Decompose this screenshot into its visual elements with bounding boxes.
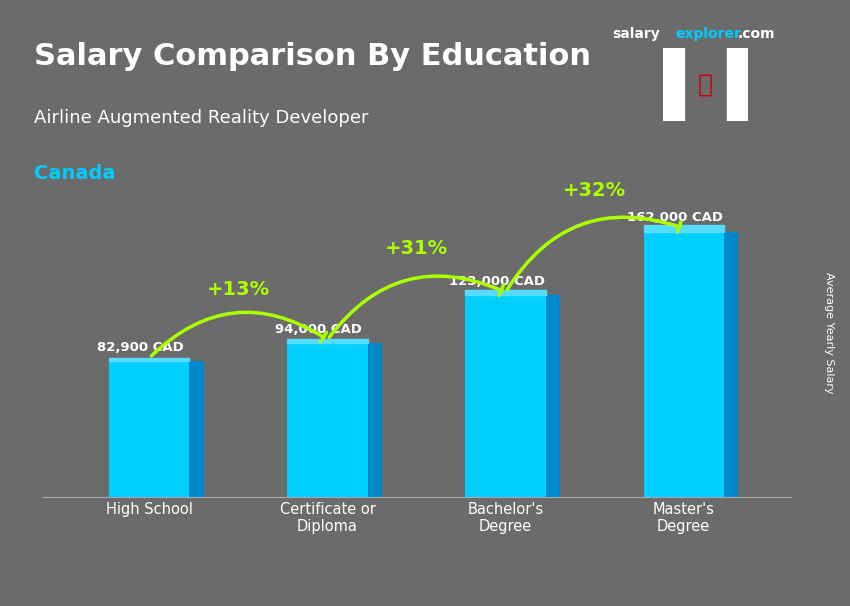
Text: +32%: +32% xyxy=(563,181,626,201)
Text: Airline Augmented Reality Developer: Airline Augmented Reality Developer xyxy=(34,109,369,127)
Bar xyxy=(466,290,546,296)
Text: Salary Comparison By Education: Salary Comparison By Education xyxy=(34,42,591,72)
Bar xyxy=(190,361,204,497)
Text: 162,000 CAD: 162,000 CAD xyxy=(626,211,722,224)
Text: salary: salary xyxy=(612,27,660,41)
Text: explorer: explorer xyxy=(676,27,741,41)
Bar xyxy=(723,231,738,497)
Bar xyxy=(466,296,546,497)
Bar xyxy=(643,225,723,231)
Text: .com: .com xyxy=(738,27,775,41)
Bar xyxy=(110,361,190,497)
Bar xyxy=(546,296,560,497)
Bar xyxy=(727,48,748,121)
Bar xyxy=(367,343,382,497)
Text: Average Yearly Salary: Average Yearly Salary xyxy=(824,273,834,394)
Text: 🍁: 🍁 xyxy=(698,73,713,97)
Text: +31%: +31% xyxy=(385,239,448,258)
Bar xyxy=(287,339,367,343)
Bar xyxy=(287,343,367,497)
Text: +13%: +13% xyxy=(207,280,270,299)
Bar xyxy=(110,358,190,361)
Text: 82,900 CAD: 82,900 CAD xyxy=(97,341,184,354)
Text: 123,000 CAD: 123,000 CAD xyxy=(449,275,545,288)
Bar xyxy=(663,48,684,121)
Text: Canada: Canada xyxy=(34,164,116,182)
Text: 94,000 CAD: 94,000 CAD xyxy=(275,322,362,336)
Bar xyxy=(643,231,723,497)
